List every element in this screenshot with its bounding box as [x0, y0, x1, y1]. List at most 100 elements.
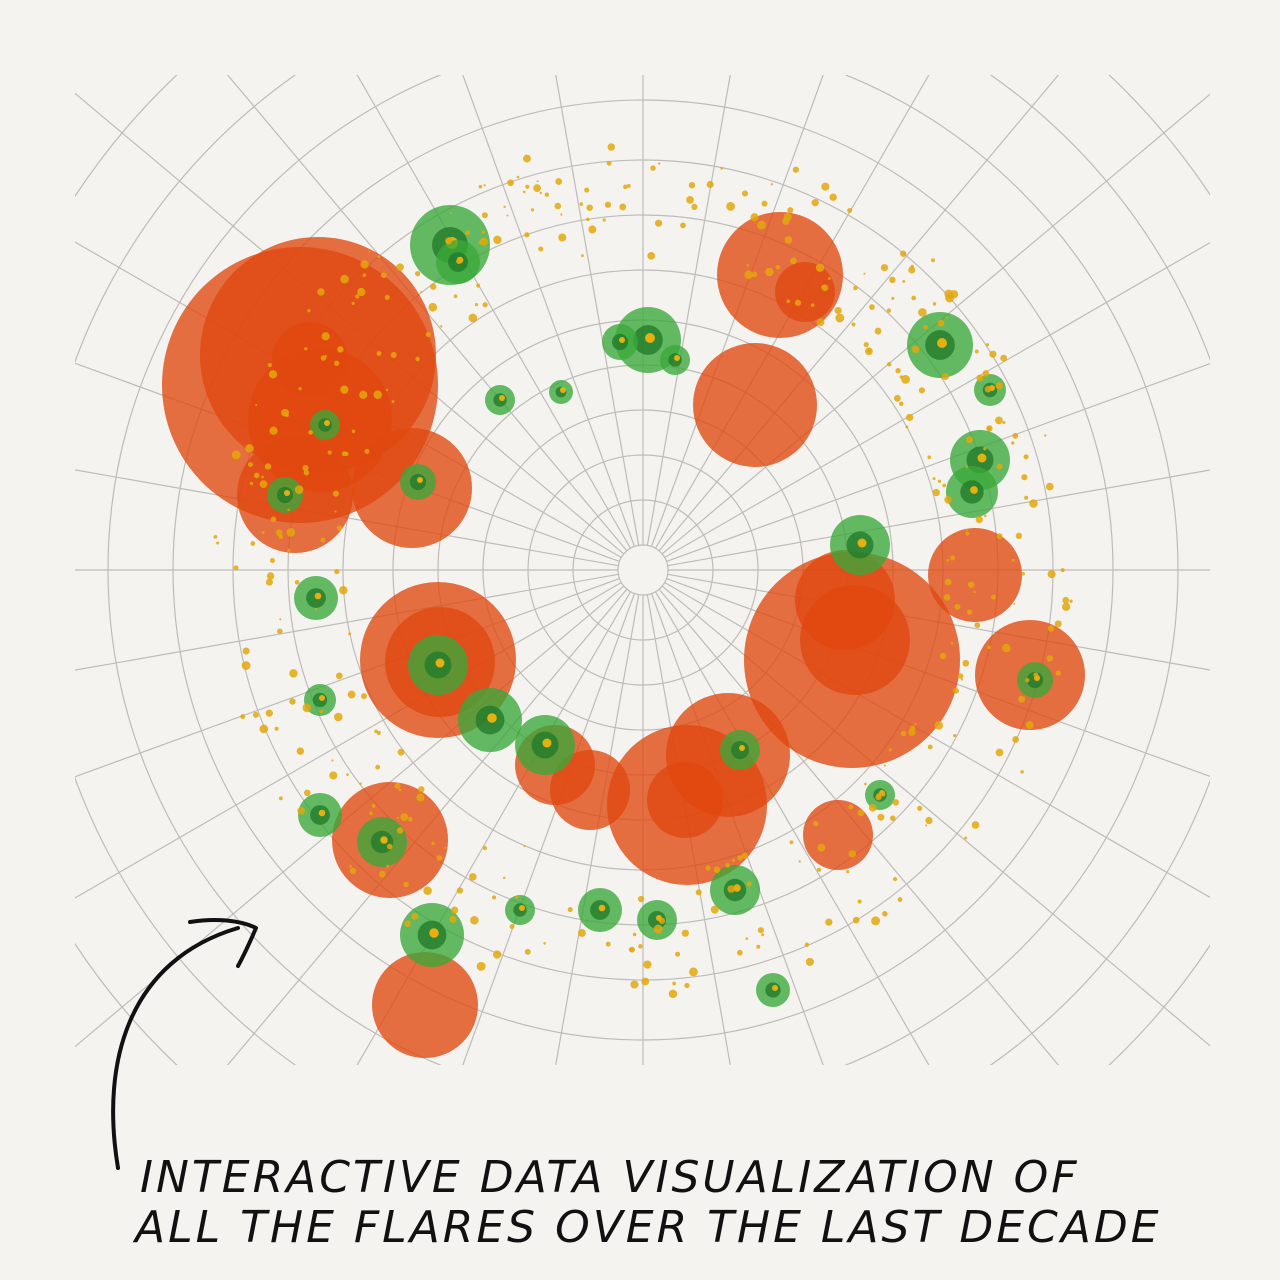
flare-dot: [604, 201, 612, 208]
flare-dot: [966, 436, 974, 444]
flare-dot: [450, 212, 453, 215]
flare-dot: [606, 160, 612, 166]
flare-dot: [974, 349, 979, 354]
flare-dot: [340, 274, 349, 284]
flare-dot: [523, 845, 526, 848]
flare-dot: [429, 928, 439, 938]
flare-dot: [468, 313, 478, 323]
flare-dot: [435, 658, 445, 668]
flare-dot: [359, 390, 368, 399]
flare-dot: [268, 370, 278, 379]
flare-dot: [554, 202, 562, 210]
flare-dot: [567, 907, 573, 913]
flare-dot: [892, 799, 900, 806]
flare-dot: [377, 255, 381, 259]
flare-dot: [1023, 454, 1029, 460]
flare-dot: [765, 267, 774, 277]
flare-dot: [578, 929, 586, 937]
flare-dot: [783, 212, 792, 221]
flare-dot: [867, 348, 872, 353]
flare-dot: [339, 586, 348, 595]
flare-dot: [813, 820, 819, 827]
flare-dot: [417, 477, 423, 483]
flare-dot: [403, 881, 409, 888]
flare-dot: [835, 313, 845, 323]
flare-dot: [995, 748, 1004, 757]
arrow: [111, 926, 240, 1170]
flare-dot: [333, 712, 343, 722]
grid-spoke: [462, 75, 636, 547]
flare-dot: [586, 217, 590, 222]
flare-dot: [816, 318, 825, 327]
flare-dot: [761, 200, 768, 207]
flare-dot: [908, 266, 916, 274]
flare-dot: [654, 219, 663, 227]
flare-dot: [881, 792, 886, 797]
flare-dot: [863, 342, 869, 348]
flare-dot: [645, 333, 655, 343]
flare-dot: [786, 299, 791, 303]
flare-dot: [253, 472, 260, 479]
flare-dot: [429, 283, 437, 290]
flare-dot: [319, 709, 324, 714]
flare-dot: [470, 915, 479, 925]
flare-dot: [910, 264, 914, 269]
flare-dot: [751, 271, 758, 278]
flare-dot: [304, 347, 308, 351]
flare-dot: [476, 961, 486, 971]
flare-layer[interactable]: [162, 143, 1085, 1058]
flare-dot: [647, 251, 656, 260]
flare-dot: [481, 230, 486, 234]
flare-dot: [302, 464, 309, 471]
flare-dot: [829, 193, 837, 201]
grid-spoke: [75, 469, 619, 567]
flare-dot: [320, 355, 327, 361]
flare-dot: [1011, 441, 1015, 445]
flare-dot: [334, 510, 337, 513]
flare-dot: [857, 809, 865, 817]
flare-dot: [303, 469, 310, 476]
flare-dot: [216, 541, 220, 545]
flare-dot: [923, 324, 928, 330]
flare-dot: [456, 258, 462, 265]
flare-dot: [918, 387, 926, 394]
flare-dot: [910, 725, 916, 731]
flare-dot: [900, 250, 907, 257]
flare-dot: [891, 296, 895, 300]
flare-dot: [415, 270, 421, 277]
flare-dot: [851, 322, 856, 327]
flare-dot: [397, 748, 405, 756]
flare-dot: [804, 942, 810, 947]
flare-dot: [953, 687, 960, 694]
flare-dot: [586, 204, 593, 211]
flare-dot: [453, 294, 458, 299]
flare-dot: [341, 451, 347, 457]
flare-dot: [987, 645, 991, 650]
flare-dot: [911, 295, 917, 301]
flare-dot: [967, 609, 973, 615]
flare-dot: [772, 985, 778, 991]
flare-dot: [423, 886, 432, 895]
flare-dot: [355, 294, 360, 299]
flare-dot: [544, 192, 550, 197]
arrow-head: [188, 918, 258, 968]
flare-dot: [1062, 596, 1070, 604]
flare-dot: [259, 724, 269, 734]
flare-dot: [231, 450, 241, 460]
flare-dot: [684, 982, 690, 989]
flare-dot: [439, 856, 443, 860]
flare-dot: [857, 538, 867, 548]
flare-dot: [376, 730, 381, 735]
flare-dot: [937, 319, 945, 327]
flare-dot: [384, 294, 390, 300]
flare-dot: [995, 382, 1003, 390]
flare-dot: [407, 816, 413, 822]
flare-dot: [932, 302, 937, 306]
flare-dot: [287, 548, 291, 553]
flare-dot: [380, 272, 387, 279]
flare-dot: [917, 805, 923, 811]
flare-dot: [375, 764, 381, 770]
flare-dot: [349, 867, 357, 875]
flare-dot: [373, 390, 382, 399]
flare-dot: [294, 579, 300, 585]
